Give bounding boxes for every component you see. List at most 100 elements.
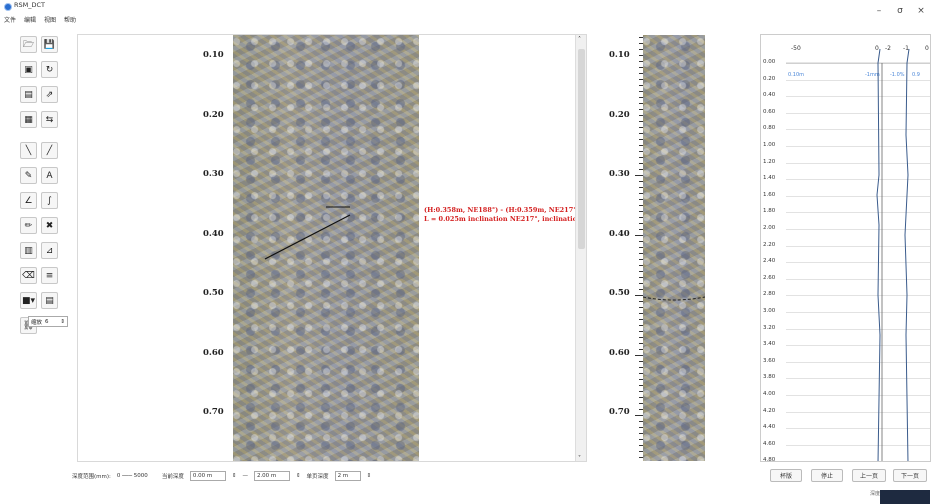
image-icon[interactable]: ▣ bbox=[20, 61, 37, 78]
scale-tick bbox=[639, 343, 643, 344]
refresh-icon[interactable]: ↻ bbox=[41, 61, 58, 78]
scroll-up-icon[interactable]: ˄ bbox=[578, 36, 581, 43]
doc-icon[interactable]: ▤ bbox=[20, 86, 37, 103]
close-icon[interactable]: × bbox=[917, 6, 925, 16]
bottom-controls: 深度范围(mm): 0 ─── 5000 当前深度 0.00 m ⇕ — 2.0… bbox=[72, 470, 371, 482]
next-page-button[interactable]: 下一页 bbox=[893, 469, 927, 482]
table-icon[interactable]: ▥ bbox=[20, 242, 37, 259]
grid-icon[interactable]: ▦ bbox=[20, 111, 37, 128]
log-gridline bbox=[786, 378, 930, 380]
scale-tick bbox=[639, 205, 643, 206]
main-scrollbar[interactable]: ˄ ˅ bbox=[575, 35, 586, 462]
scale-tick bbox=[639, 85, 643, 86]
scale-tick bbox=[639, 163, 643, 164]
pencil-icon[interactable]: ✎ bbox=[20, 167, 37, 184]
scale-tick bbox=[639, 301, 643, 302]
scale-tick bbox=[639, 103, 643, 104]
log-gridline bbox=[786, 361, 930, 363]
maximize-icon[interactable]: σ bbox=[897, 6, 903, 16]
log-gridline bbox=[786, 262, 930, 264]
scale-tick bbox=[639, 403, 643, 404]
log-gridline bbox=[786, 444, 930, 446]
spinner-icon: ⇕ bbox=[60, 318, 65, 325]
scale-tick bbox=[639, 367, 643, 368]
spinner-icon[interactable]: ⇕ bbox=[366, 473, 372, 479]
scale-tick bbox=[639, 325, 643, 326]
scale-tick bbox=[639, 283, 643, 284]
spinner-icon[interactable]: ⇕ bbox=[231, 473, 237, 479]
spinner-icon[interactable]: ⇕ bbox=[295, 473, 301, 479]
stop-button[interactable]: 停止 bbox=[811, 469, 843, 482]
log-gridline bbox=[786, 312, 930, 313]
layout-icon[interactable]: ▤ bbox=[41, 292, 58, 309]
menu-file[interactable]: 文件 bbox=[4, 17, 17, 24]
menu-help[interactable]: 帮助 bbox=[64, 17, 77, 24]
export-icon[interactable]: ⇗ bbox=[41, 86, 58, 103]
color-picker-icon[interactable]: ■▾ bbox=[20, 292, 37, 309]
side-core-view[interactable]: 0.10 0.20 0.30 0.40 0.50 0.60 0.70 bbox=[590, 34, 758, 462]
log-curve-left bbox=[876, 48, 881, 461]
print-button[interactable]: 杯版 bbox=[770, 469, 802, 482]
scale-tick bbox=[639, 55, 643, 56]
log-gridline bbox=[786, 278, 930, 280]
open-folder-icon[interactable]: 🗁 bbox=[20, 36, 37, 53]
menu-edit[interactable]: 编辑 bbox=[24, 17, 37, 24]
layer-icon[interactable]: ≡ bbox=[41, 267, 58, 284]
main-core-view[interactable]: 0.10 0.20 0.30 0.40 0.50 0.60 0.70 (H:0.358m, … bbox=[77, 34, 587, 462]
scale-tick bbox=[639, 397, 643, 398]
delete-icon[interactable]: ✖ bbox=[41, 217, 58, 234]
log-curves bbox=[786, 48, 930, 461]
scale-tick bbox=[639, 187, 643, 188]
depth-label: 0.10 bbox=[203, 50, 224, 60]
log-gridline bbox=[786, 212, 930, 214]
zoom-value: 6 bbox=[45, 318, 49, 325]
eraser-icon[interactable]: ⌫ bbox=[20, 267, 37, 284]
scale-tick bbox=[639, 145, 643, 146]
scale-tick bbox=[639, 199, 643, 200]
line-icon[interactable]: ╲ bbox=[20, 142, 37, 159]
depth-label: 0.30 bbox=[609, 169, 630, 179]
log-depth-label: 3.80 bbox=[763, 374, 776, 381]
angle-icon[interactable]: ∠ bbox=[20, 192, 37, 209]
log-depth-label: 0.80 bbox=[763, 125, 776, 132]
save-icon[interactable]: 💾 bbox=[41, 36, 58, 53]
slash-icon[interactable]: ╱ bbox=[41, 142, 58, 159]
side-core-image[interactable] bbox=[643, 35, 705, 461]
minimize-icon[interactable]: – bbox=[876, 6, 882, 16]
scale-tick bbox=[639, 241, 643, 242]
log-gridline bbox=[786, 229, 930, 230]
fracture-line[interactable] bbox=[264, 214, 351, 260]
scale-tick bbox=[639, 361, 643, 362]
log-depth-label: 1.60 bbox=[763, 191, 776, 198]
axis-left-min: -50 bbox=[791, 45, 801, 52]
log-gridline bbox=[786, 245, 930, 247]
scale-tick bbox=[639, 391, 643, 392]
scale-tick bbox=[639, 337, 643, 338]
scale-tick bbox=[639, 157, 643, 158]
log-depth-label: 1.40 bbox=[763, 175, 776, 182]
current-depth-to-input[interactable]: 2.00 m bbox=[253, 471, 290, 481]
menu-view[interactable]: 视图 bbox=[44, 17, 57, 24]
scroll-thumb[interactable] bbox=[578, 49, 585, 249]
side-fracture-overlay bbox=[643, 296, 705, 301]
zoom-input[interactable]: 缩放 6 ⇕ bbox=[28, 316, 68, 327]
scale-tick bbox=[639, 349, 643, 350]
text-icon[interactable]: A bbox=[41, 167, 58, 184]
measure-icon[interactable]: ⊿ bbox=[41, 242, 58, 259]
first-depth-value: 0.10m bbox=[788, 72, 805, 78]
curve-icon[interactable]: ∫ bbox=[41, 192, 58, 209]
prev-page-button[interactable]: 上一页 bbox=[852, 469, 886, 482]
current-depth-from-input[interactable]: 0.00 m bbox=[189, 471, 226, 481]
log-depth-label: 3.40 bbox=[763, 341, 776, 348]
compare-icon[interactable]: ⇆ bbox=[41, 111, 58, 128]
page-depth-input[interactable]: 2 m bbox=[334, 471, 361, 481]
log-depth-label: 0.40 bbox=[763, 92, 776, 99]
log-depth-label: 0.60 bbox=[763, 108, 776, 115]
corner-text: 深度 bbox=[870, 491, 881, 497]
range-dash: — bbox=[242, 473, 248, 479]
log-depth-label: 2.00 bbox=[763, 225, 776, 231]
marker-icon[interactable]: ✏ bbox=[20, 217, 37, 234]
scroll-down-icon[interactable]: ˅ bbox=[578, 455, 581, 462]
core-image[interactable] bbox=[233, 35, 419, 461]
toolbox: 🗁💾▣↻▤⇗▦⇆╲╱✎A∠∫✏✖▥⊿⌫≡■▾▤⛓ bbox=[20, 36, 75, 334]
